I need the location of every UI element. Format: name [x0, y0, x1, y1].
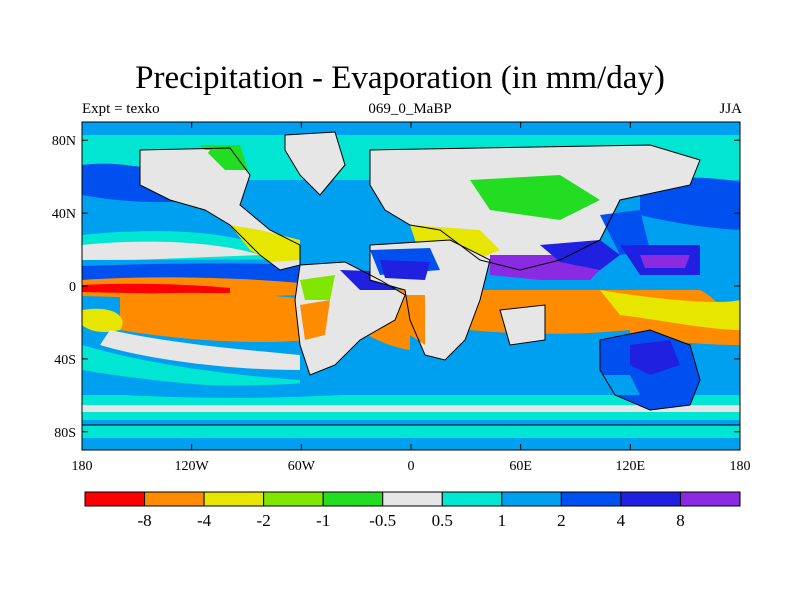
colorbar-box: [560, 491, 622, 507]
colorbar-box: [679, 491, 741, 507]
colorbar-box: [441, 491, 503, 507]
colorbar-label: -1: [316, 511, 330, 530]
lon-tick-label: 120E: [616, 459, 646, 474]
axis-ticks: 80N 40N 0 40S 80S 180 120W 60W 0 60E 120E 180: [52, 122, 751, 474]
colorbar-box: [84, 491, 146, 507]
colorbar-label: 2: [557, 511, 566, 530]
colorbar-box: [203, 491, 265, 507]
season-label: JJA: [719, 101, 742, 117]
colorbar-label: -0.5: [369, 511, 396, 530]
lon-tick-label: 180: [72, 459, 93, 474]
time-label: 069_0_MaBP: [368, 101, 452, 117]
colorbar-box: [501, 491, 562, 507]
colorbar-label: 4: [617, 511, 626, 530]
colorbar-label: 8: [676, 511, 685, 530]
colorbar-box: [322, 491, 384, 507]
lon-tick-label: 0: [408, 459, 415, 474]
lat-tick-label: 40N: [52, 207, 76, 222]
colorbar-label: -2: [257, 511, 271, 530]
experiment-label: Expt = texko: [82, 101, 160, 117]
colorbar-label: 1: [498, 511, 507, 530]
lat-tick-label: 80N: [52, 134, 76, 149]
lon-tick-label: 60W: [288, 459, 316, 474]
lon-tick-label: 120W: [175, 459, 210, 474]
lon-tick-label: 60E: [509, 459, 532, 474]
colorbar-label: -4: [197, 511, 212, 530]
lon-tick-label: 180: [730, 459, 751, 474]
lat-tick-label: 40S: [54, 353, 76, 368]
colorbar-label: -8: [137, 511, 151, 530]
lat-tick-label: 0: [69, 280, 76, 295]
colorbar-box: [382, 491, 443, 507]
colorbar-label: 0.5: [432, 511, 453, 530]
lat-tick-label: 80S: [54, 426, 76, 441]
colorbar-box: [263, 491, 324, 507]
field-layer: [82, 122, 740, 450]
colorbar-box: [620, 491, 681, 507]
map-title: Precipitation - Evaporation (in mm/day): [135, 60, 665, 96]
colorbar: -8 -4 -2 -1 -0.5 0.5 1 2 4 8: [84, 491, 741, 530]
colorbar-box: [144, 491, 205, 507]
